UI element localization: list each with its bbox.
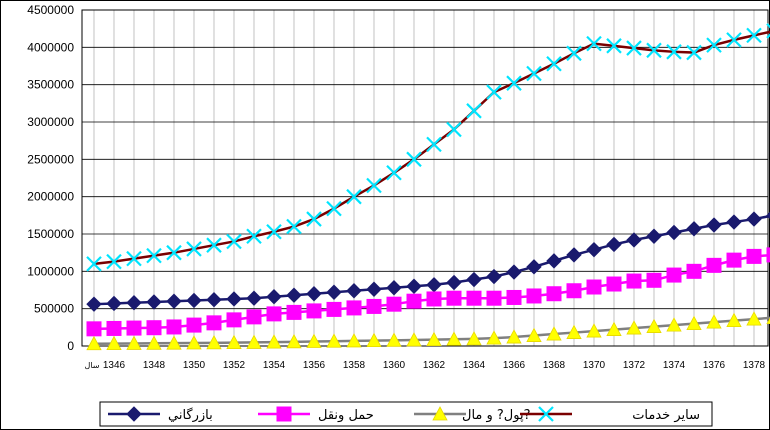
- legend-label-4: ساير خدمات: [632, 408, 700, 423]
- x-tick-label: 1356: [303, 360, 326, 371]
- series-2-point: [627, 274, 641, 288]
- series-2-point: [427, 292, 441, 306]
- series-2-point: [367, 299, 381, 313]
- y-tick-label: 1000000: [27, 264, 74, 278]
- x-tick-label: 1378: [743, 360, 766, 371]
- x-tick-label: 1366: [503, 360, 526, 371]
- series-2-point: [547, 287, 561, 301]
- series-2-point: [727, 253, 741, 267]
- y-tick-label: 500000: [34, 302, 74, 316]
- x-tick-label: سال: [85, 361, 100, 370]
- series-2-point: [327, 302, 341, 316]
- x-tick-label: 1346: [103, 360, 126, 371]
- series-2-point: [607, 277, 621, 291]
- legend-label-3: پول? و مال?: [462, 408, 531, 423]
- y-tick-label: 0: [67, 339, 74, 353]
- series-2-point: [587, 280, 601, 294]
- y-tick-label: 2500000: [27, 152, 74, 166]
- y-tick-label: 3000000: [27, 115, 74, 129]
- x-tick-label: 1374: [663, 360, 686, 371]
- x-tick-label: 1358: [343, 360, 366, 371]
- series-2-point: [307, 304, 321, 318]
- series-2-point: [487, 291, 501, 305]
- x-tick-label: 1376: [703, 360, 726, 371]
- series-2-point: [687, 264, 701, 278]
- x-tick-label: 1372: [623, 360, 646, 371]
- y-tick-label: 4000000: [27, 40, 74, 54]
- series-2-point: [287, 305, 301, 319]
- y-tick-label: 1500000: [27, 227, 74, 241]
- x-tick-label: 1368: [543, 360, 566, 371]
- series-2-point: [167, 320, 181, 334]
- series-2-point: [147, 321, 161, 335]
- legend-label-1: بازرگاني: [168, 407, 213, 423]
- y-tick-label: 4500000: [27, 3, 74, 17]
- series-2-point: [447, 291, 461, 305]
- series-2-point: [707, 258, 721, 272]
- x-tick-label: 1362: [423, 360, 446, 371]
- series-2-point: [187, 318, 201, 332]
- series-2-point: [207, 316, 221, 330]
- series-2-point: [227, 313, 241, 327]
- x-tick-label: 1350: [183, 360, 206, 371]
- legend-marker-2: [277, 407, 291, 421]
- series-2-point: [267, 307, 281, 321]
- series-2-point: [127, 321, 141, 335]
- x-tick-label: 1364: [463, 360, 486, 371]
- series-2-point: [527, 289, 541, 303]
- series-2-point: [87, 322, 101, 336]
- series-2-point: [247, 310, 261, 324]
- y-tick-label: 2000000: [27, 190, 74, 204]
- x-tick-label: 1354: [263, 360, 286, 371]
- x-tick-label: 1360: [383, 360, 406, 371]
- series-2-point: [107, 321, 121, 335]
- x-tick-label: 1348: [143, 360, 166, 371]
- series-2-point: [647, 273, 661, 287]
- series-2-point: [467, 291, 481, 305]
- y-tick-label: 3500000: [27, 78, 74, 92]
- legend-label-2: حمل ونقل: [318, 408, 374, 423]
- series-2-point: [667, 268, 681, 282]
- series-2-point: [387, 297, 401, 311]
- x-tick-label: 1370: [583, 360, 606, 371]
- series-2-point: [347, 301, 361, 315]
- series-2-point: [747, 249, 761, 263]
- series-2-point: [567, 284, 581, 298]
- series-2-point: [407, 294, 421, 308]
- series-2-point: [507, 290, 521, 304]
- x-tick-label: 1352: [223, 360, 246, 371]
